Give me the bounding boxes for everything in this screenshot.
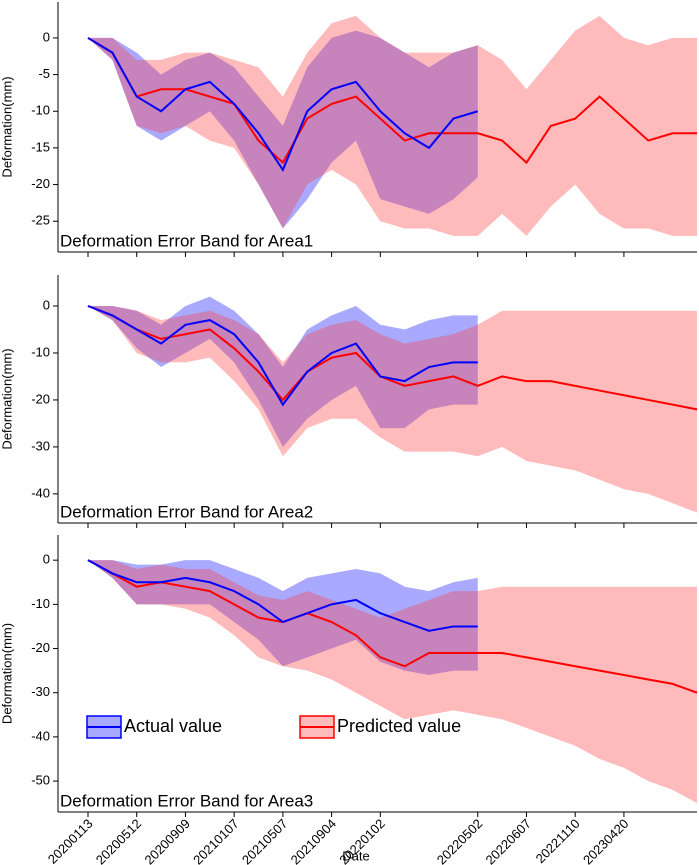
series-line [87, 305, 698, 411]
y-tick-label: 0 [43, 29, 50, 44]
x-tick-label: 20230420 [580, 816, 632, 865]
y-tick-label: -5 [38, 66, 50, 81]
y-tick-label: -20 [31, 391, 50, 406]
error-band [88, 15, 697, 236]
panel-title: Deformation Error Band for Area1 [60, 231, 313, 250]
x-tick-label: 20210904 [288, 816, 340, 865]
x-tick-label: 20200512 [93, 816, 145, 865]
x-tick-label: 20220607 [483, 816, 535, 865]
x-tick-label: 20221110 [533, 816, 583, 865]
y-tick-label: -20 [31, 176, 50, 191]
error-band [88, 306, 697, 513]
y-axis-label: Deformation(mm) [0, 623, 14, 724]
y-tick-label: -30 [31, 684, 50, 699]
error-band [88, 30, 478, 229]
y-tick-label: -10 [31, 344, 50, 359]
y-tick-label: -15 [31, 139, 50, 154]
series-line [87, 37, 479, 173]
panel: 0 -5 -10 -15 -20 -25 Deformation(mm) Deformatio… [0, 2, 697, 257]
x-tick-label: 20210107 [190, 816, 242, 865]
legend-label: Predicted value [337, 716, 461, 736]
x-tick-label: 20220502 [434, 816, 486, 865]
y-tick-label: -50 [31, 773, 50, 788]
panel-title: Deformation Error Band for Area2 [60, 502, 313, 521]
series-line [87, 305, 478, 407]
series-line [87, 37, 697, 165]
panel: 0 -10 -20 -30 -40 Deformation(mm) Deformation … [0, 275, 698, 528]
x-tick-label: 20210507 [239, 816, 291, 865]
error-band [88, 560, 697, 804]
y-axis-label: Deformation(mm) [0, 348, 14, 449]
y-axis-label: Deformation(mm) [0, 76, 14, 177]
panel-title: Deformation Error Band for Area3 [60, 791, 313, 810]
y-tick-label: 0 [43, 297, 50, 312]
y-tick-label: -20 [31, 640, 50, 655]
y-tick-label: -10 [31, 596, 50, 611]
series-line [87, 559, 698, 694]
x-tick-label: 20200113 [45, 816, 96, 865]
error-band [88, 560, 478, 676]
y-tick-label: -25 [31, 213, 50, 228]
y-tick-label: -10 [31, 103, 50, 118]
panel: 0 -10 -20 -30 -40 -50 202001132020051220200909… [0, 535, 698, 865]
y-tick-label: 0 [43, 552, 50, 567]
y-tick-label: -40 [31, 728, 50, 743]
legend-label: Actual value [124, 716, 222, 736]
x-tick-label: 20200909 [141, 816, 193, 865]
x-axis-label: Date [342, 848, 369, 863]
y-tick-label: -40 [31, 485, 50, 500]
series-line [87, 559, 478, 632]
y-tick-label: -30 [31, 438, 50, 453]
